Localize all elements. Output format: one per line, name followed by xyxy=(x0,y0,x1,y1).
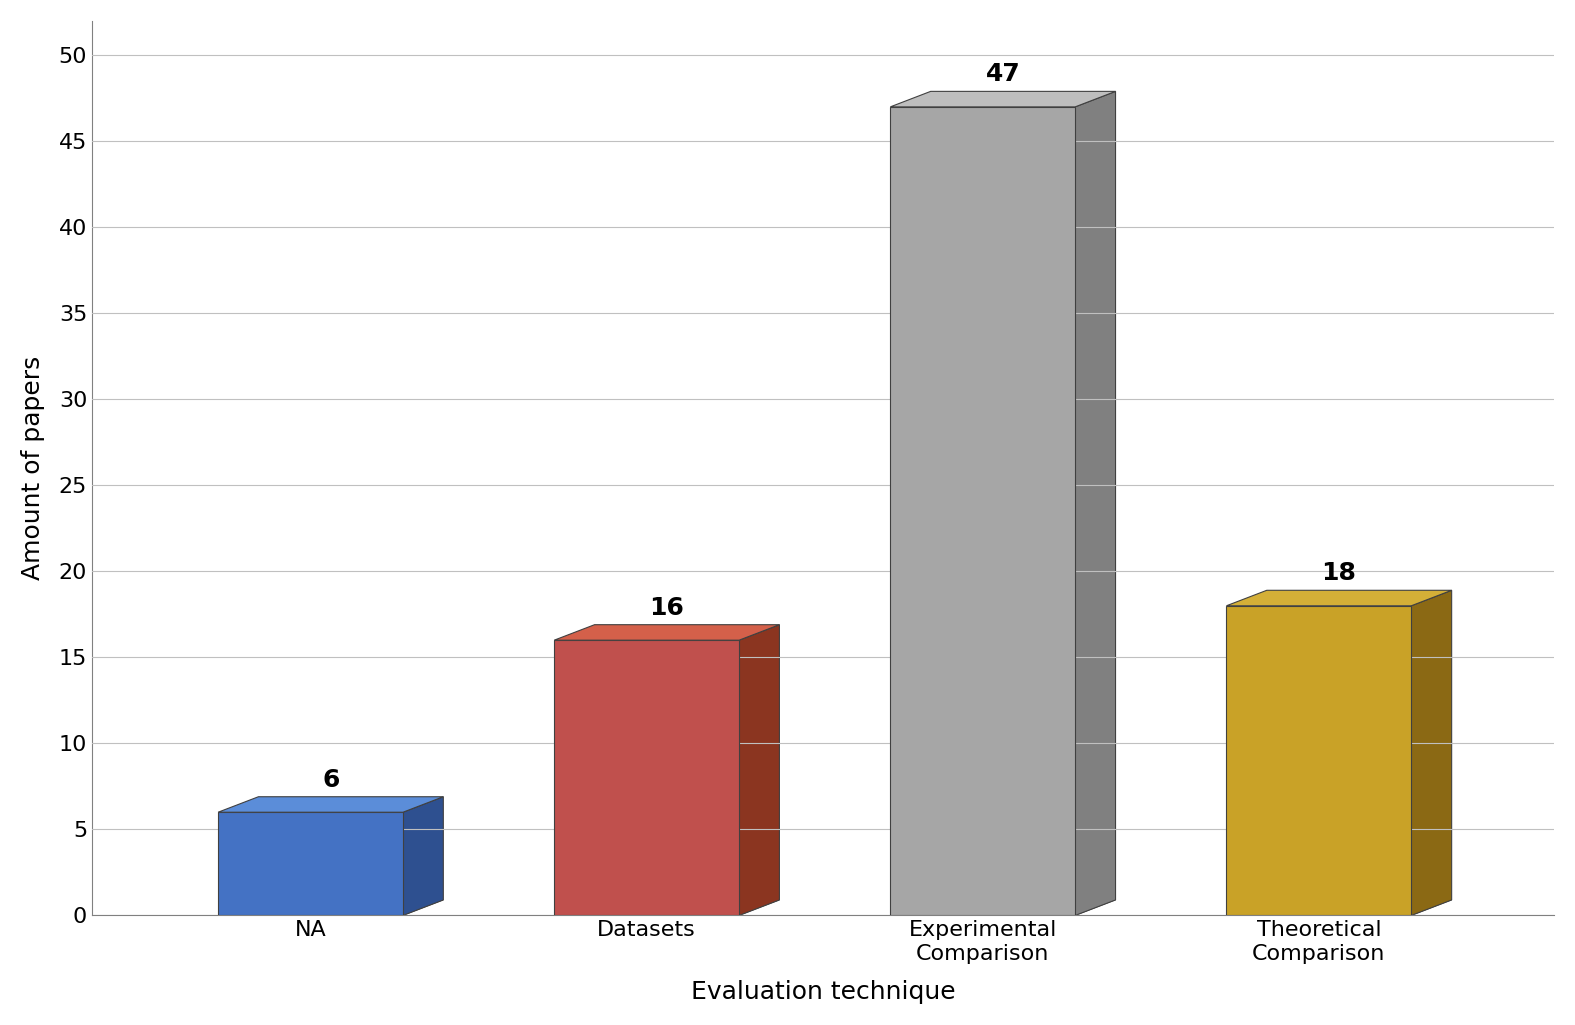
Text: 47: 47 xyxy=(986,63,1021,86)
Polygon shape xyxy=(217,812,403,915)
Polygon shape xyxy=(1227,606,1411,915)
Text: 6: 6 xyxy=(321,768,339,791)
Polygon shape xyxy=(890,900,1115,915)
Polygon shape xyxy=(1227,590,1452,606)
Polygon shape xyxy=(217,796,443,812)
Polygon shape xyxy=(890,91,1115,107)
X-axis label: Evaluation technique: Evaluation technique xyxy=(691,980,956,1004)
Text: 18: 18 xyxy=(1321,561,1356,585)
Polygon shape xyxy=(554,624,780,641)
Polygon shape xyxy=(217,900,443,915)
Polygon shape xyxy=(1227,900,1452,915)
Polygon shape xyxy=(403,796,443,915)
Polygon shape xyxy=(554,641,739,915)
Polygon shape xyxy=(554,900,780,915)
Polygon shape xyxy=(1076,91,1115,915)
Text: 16: 16 xyxy=(649,596,684,619)
Polygon shape xyxy=(1411,590,1452,915)
Polygon shape xyxy=(739,624,780,915)
Y-axis label: Amount of papers: Amount of papers xyxy=(20,356,44,580)
Polygon shape xyxy=(890,107,1076,915)
